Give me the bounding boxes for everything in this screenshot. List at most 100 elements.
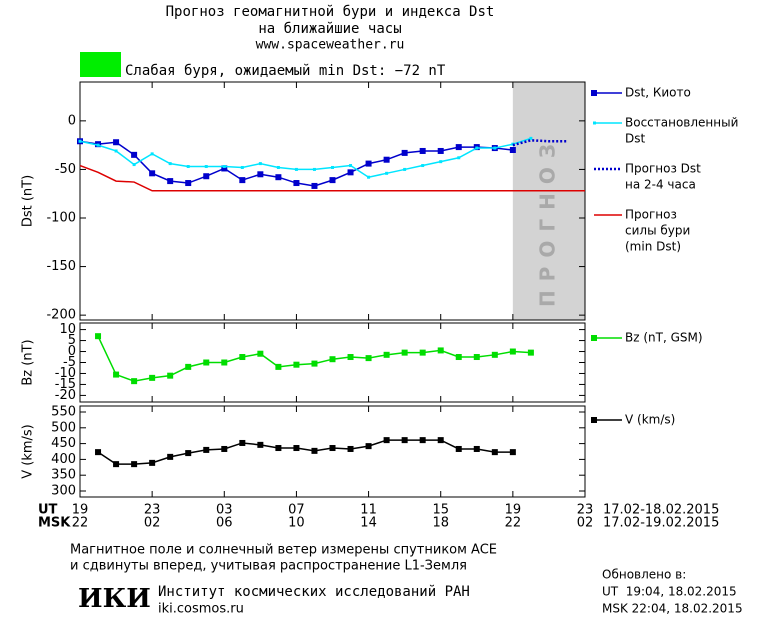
marker (96, 143, 100, 147)
marker (367, 175, 371, 179)
marker (473, 445, 480, 452)
y-tick-label: 0 (68, 113, 76, 128)
marker (221, 165, 228, 172)
x-tick-label: 19 (72, 503, 89, 518)
marker (257, 350, 264, 357)
marker (401, 437, 408, 444)
plot-frame (79, 322, 586, 403)
marker (203, 359, 210, 366)
marker (311, 360, 318, 367)
marker (258, 162, 262, 166)
marker (95, 333, 102, 340)
marker (509, 449, 516, 456)
marker (203, 446, 210, 453)
note: и сдвинуты вперед, учитывая распростране… (70, 559, 467, 574)
marker (149, 459, 156, 466)
x-tick-label: 02 (577, 516, 594, 531)
marker (383, 351, 390, 358)
marker (185, 180, 192, 187)
legend-label: на 2-4 часа (625, 178, 696, 192)
marker (113, 371, 120, 378)
legend-label: Dst, Киото (625, 86, 691, 100)
marker (185, 450, 192, 457)
marker (437, 437, 444, 444)
marker (421, 164, 425, 168)
marker (312, 167, 316, 171)
marker (437, 347, 444, 354)
marker (132, 163, 136, 167)
marker (275, 445, 282, 452)
y-tick-label: -15 (55, 377, 76, 392)
title: на ближайшие часы (258, 21, 401, 37)
marker (294, 167, 298, 171)
y-tick-label: -150 (46, 259, 76, 274)
y-axis-label: Dst (nT) (21, 175, 36, 227)
marker (329, 177, 336, 184)
marker (419, 437, 426, 444)
legend-marker (591, 90, 597, 96)
marker (131, 461, 138, 468)
marker (527, 349, 534, 356)
x-tick-label: 11 (360, 503, 377, 518)
y-tick-label: -100 (46, 211, 76, 226)
x-tick-label: 23 (577, 503, 594, 518)
x-tick-label: 07 (288, 503, 305, 518)
x-tick-label: 19 (505, 503, 522, 518)
y-tick-label: 300 (51, 483, 76, 498)
marker (239, 354, 246, 361)
marker (113, 139, 120, 146)
marker (365, 443, 372, 450)
series-line (97, 439, 513, 465)
legend-label: Bz (nT, GSM) (625, 331, 703, 345)
legend-label: Восстановленный (625, 116, 738, 130)
marker (455, 144, 462, 151)
y-tick-label: -50 (55, 162, 76, 177)
marker (475, 146, 479, 150)
marker (95, 449, 102, 456)
x-tick-label: 06 (216, 516, 233, 531)
marker (168, 162, 172, 166)
marker (275, 174, 282, 181)
plot-frame (79, 81, 586, 321)
x-tick-label: 10 (288, 516, 305, 531)
marker (493, 146, 497, 150)
date-range: 17.02-19.02.2015 (603, 516, 719, 531)
legend-label: Dst (625, 132, 645, 146)
marker (78, 139, 82, 143)
marker (185, 363, 192, 370)
y-tick-label: 5 (68, 333, 76, 348)
marker (311, 182, 318, 189)
marker (437, 147, 444, 154)
marker (275, 363, 282, 370)
marker (276, 165, 280, 169)
legend-marker (593, 121, 596, 125)
plot-frame (79, 405, 586, 498)
note: Магнитное поле и солнечный ветер измерен… (70, 543, 497, 558)
marker (204, 165, 208, 169)
marker (221, 359, 228, 366)
marker (257, 171, 264, 178)
legend-marker (591, 417, 597, 423)
marker (349, 164, 353, 168)
storm-label: Слабая буря, ожидаемый min Dst: −72 nT (125, 63, 446, 79)
marker (419, 349, 426, 356)
marker (149, 170, 156, 177)
marker (419, 147, 426, 154)
updated: UT 19:04, 18.02.2015 (602, 585, 737, 599)
y-tick-label: 0 (68, 344, 76, 359)
x-row-label: MSK (38, 516, 71, 531)
y-tick-label: 550 (51, 405, 76, 420)
marker (113, 461, 120, 468)
y-tick-label: 500 (51, 420, 76, 435)
url: www.spaceweather.ru (256, 38, 405, 53)
y-tick-label: 450 (51, 436, 76, 451)
marker (401, 149, 408, 156)
marker (167, 178, 174, 185)
marker (455, 445, 462, 452)
marker (365, 160, 372, 167)
legend-label: силы бури (625, 224, 690, 238)
y-tick-label: -20 (55, 388, 76, 403)
marker (150, 152, 154, 156)
marker (167, 453, 174, 460)
